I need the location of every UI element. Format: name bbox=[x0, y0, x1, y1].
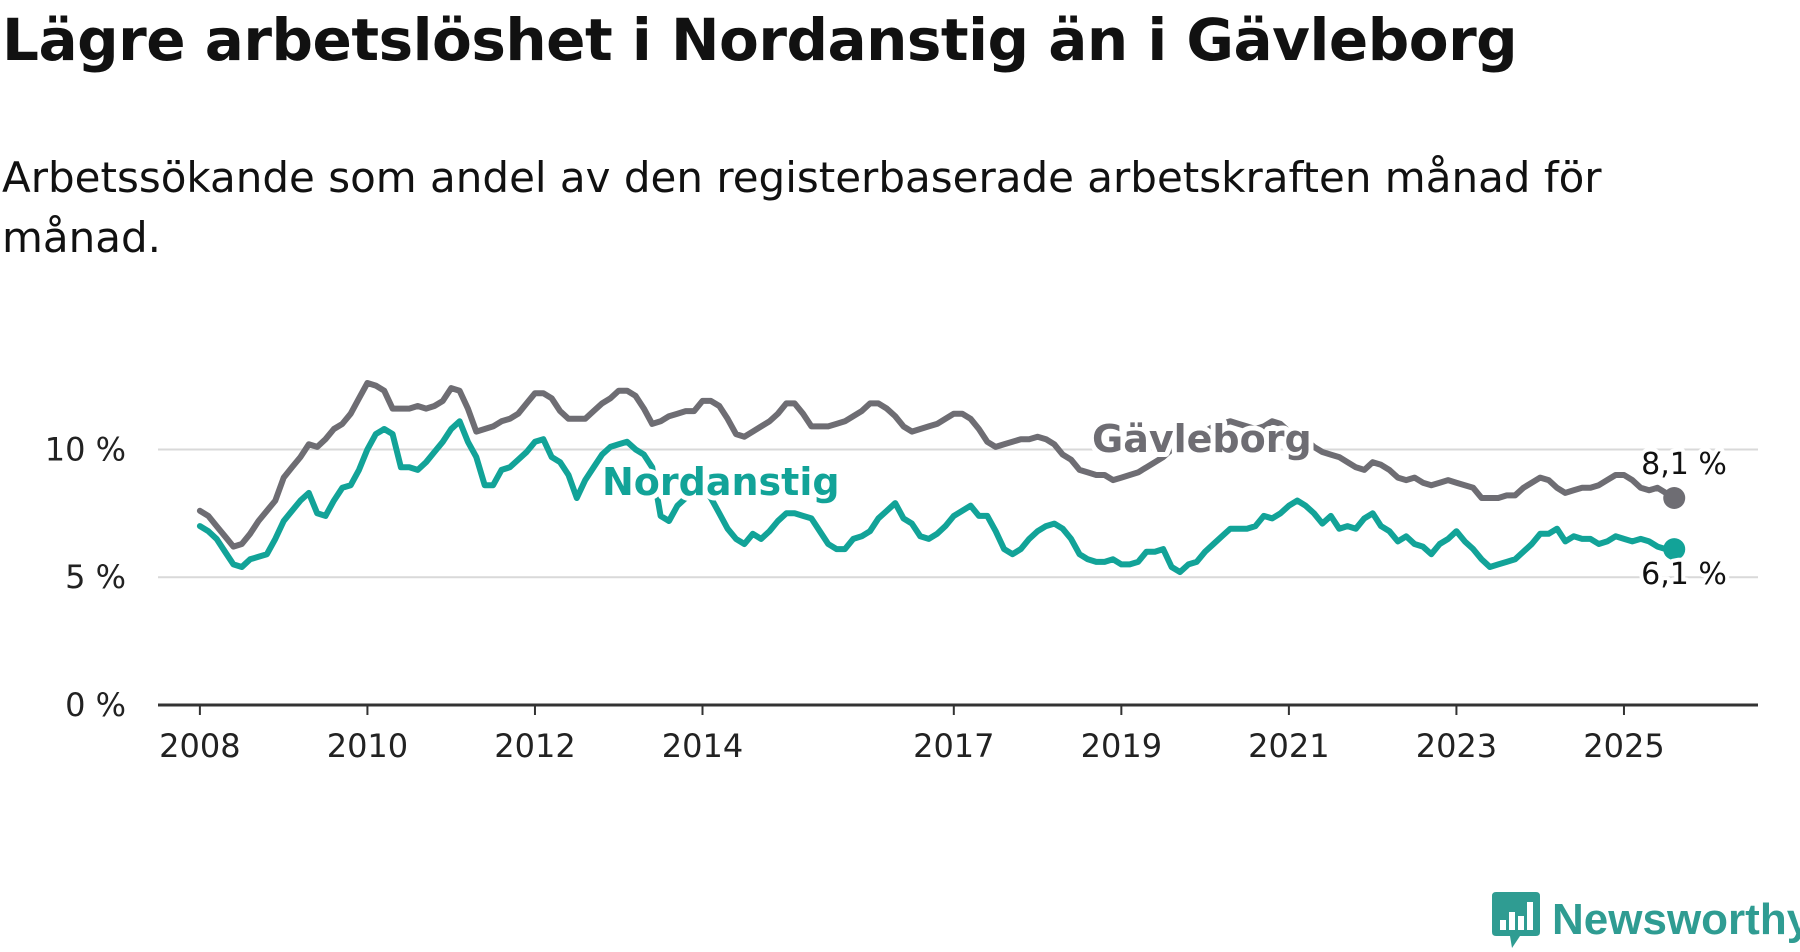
x-axis: 2008 2010 2012 2014 2017 2019 2021 2023 2025 bbox=[158, 703, 1758, 765]
series-label-nordanstig: Nordanstig bbox=[602, 460, 840, 504]
series-line-nordanstig bbox=[196, 418, 1678, 576]
newsworthy-logo-icon bbox=[1492, 892, 1540, 948]
x-tick-label: 2019 bbox=[1081, 727, 1162, 765]
series-label-gavleborg: Gävleborg bbox=[1092, 417, 1312, 461]
series-line-gavleborg bbox=[196, 380, 1678, 550]
gridlines bbox=[158, 448, 1758, 579]
end-value-label-nordanstig: 6,1 % bbox=[1641, 557, 1727, 592]
series-lines bbox=[196, 380, 1686, 576]
newsworthy-logo-text: Newsworthy bbox=[1552, 895, 1800, 944]
y-tick-label: 0 % bbox=[65, 686, 126, 724]
x-tick-label: 2021 bbox=[1248, 727, 1329, 765]
chart-subtitle: Arbetssökande som andel av den registerb… bbox=[2, 153, 1602, 262]
x-tick-label: 2023 bbox=[1416, 727, 1497, 765]
x-tick-label: 2008 bbox=[159, 727, 240, 765]
x-tick-label: 2012 bbox=[494, 727, 575, 765]
x-tick-label: 2025 bbox=[1583, 727, 1664, 765]
x-tick-label: 2017 bbox=[913, 727, 994, 765]
end-value-label-gavleborg: 8,1 % bbox=[1641, 447, 1727, 482]
y-axis-tick-labels: 0 % 5 % 10 % bbox=[45, 430, 126, 724]
chart-title: Lägre arbetslöshet i Nordanstig än i Gäv… bbox=[2, 6, 1518, 74]
y-tick-label: 10 % bbox=[45, 430, 126, 468]
x-tick-label: 2010 bbox=[327, 727, 408, 765]
end-point-gavleborg bbox=[1663, 487, 1686, 509]
newsworthy-logo: Newsworthy bbox=[1490, 888, 1800, 952]
end-point-nordanstig bbox=[1663, 538, 1686, 561]
series-labels: Gävleborg Nordanstig 8,1 % 6,1 % bbox=[597, 412, 1731, 596]
y-tick-label: 5 % bbox=[65, 558, 126, 596]
x-tick-label: 2014 bbox=[662, 727, 743, 765]
